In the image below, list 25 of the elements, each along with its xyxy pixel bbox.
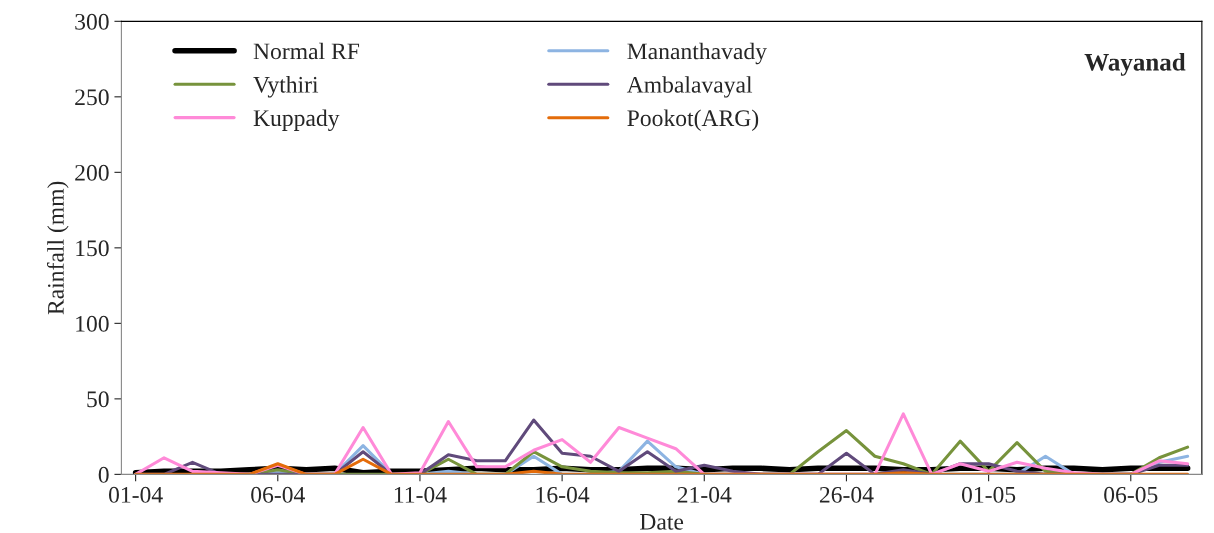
x-tick-label: 06-04: [251, 486, 305, 503]
x-tick-label: 16-04: [536, 486, 590, 503]
x-axis-title: Date: [640, 514, 684, 530]
y-axis-title: Rainfall (mm): [46, 181, 69, 315]
x-tick-label: 06-05: [1104, 486, 1158, 503]
x-tick-label: 26-04: [819, 486, 874, 503]
x-tick-label: 01-05: [961, 486, 1016, 503]
legend-label: Mananthavady: [627, 42, 767, 65]
legend-label: Pookot(ARG): [627, 109, 759, 131]
legend-label: Vythiri: [253, 76, 319, 98]
annotation: Wayanad: [1084, 53, 1186, 76]
x-tick-label: 01-04: [108, 486, 163, 503]
legend-label: Normal RF: [253, 42, 360, 60]
x-tick-label: 11-04: [394, 486, 447, 503]
y-tick-label: 250: [75, 89, 109, 106]
y-tick-label: 0: [98, 466, 109, 483]
y-tick-label: 50: [87, 391, 109, 408]
legend-label: Kuppady: [253, 109, 340, 131]
y-tick-label: 300: [75, 13, 109, 30]
legend-label: Ambalavayal: [626, 76, 753, 98]
line-series: [134, 457, 1190, 475]
x-tick-label: 21-04: [677, 486, 732, 503]
y-tick-label: 150: [76, 240, 109, 257]
y-tick-label: 100: [76, 315, 109, 332]
y-tick-label: 200: [75, 164, 109, 181]
